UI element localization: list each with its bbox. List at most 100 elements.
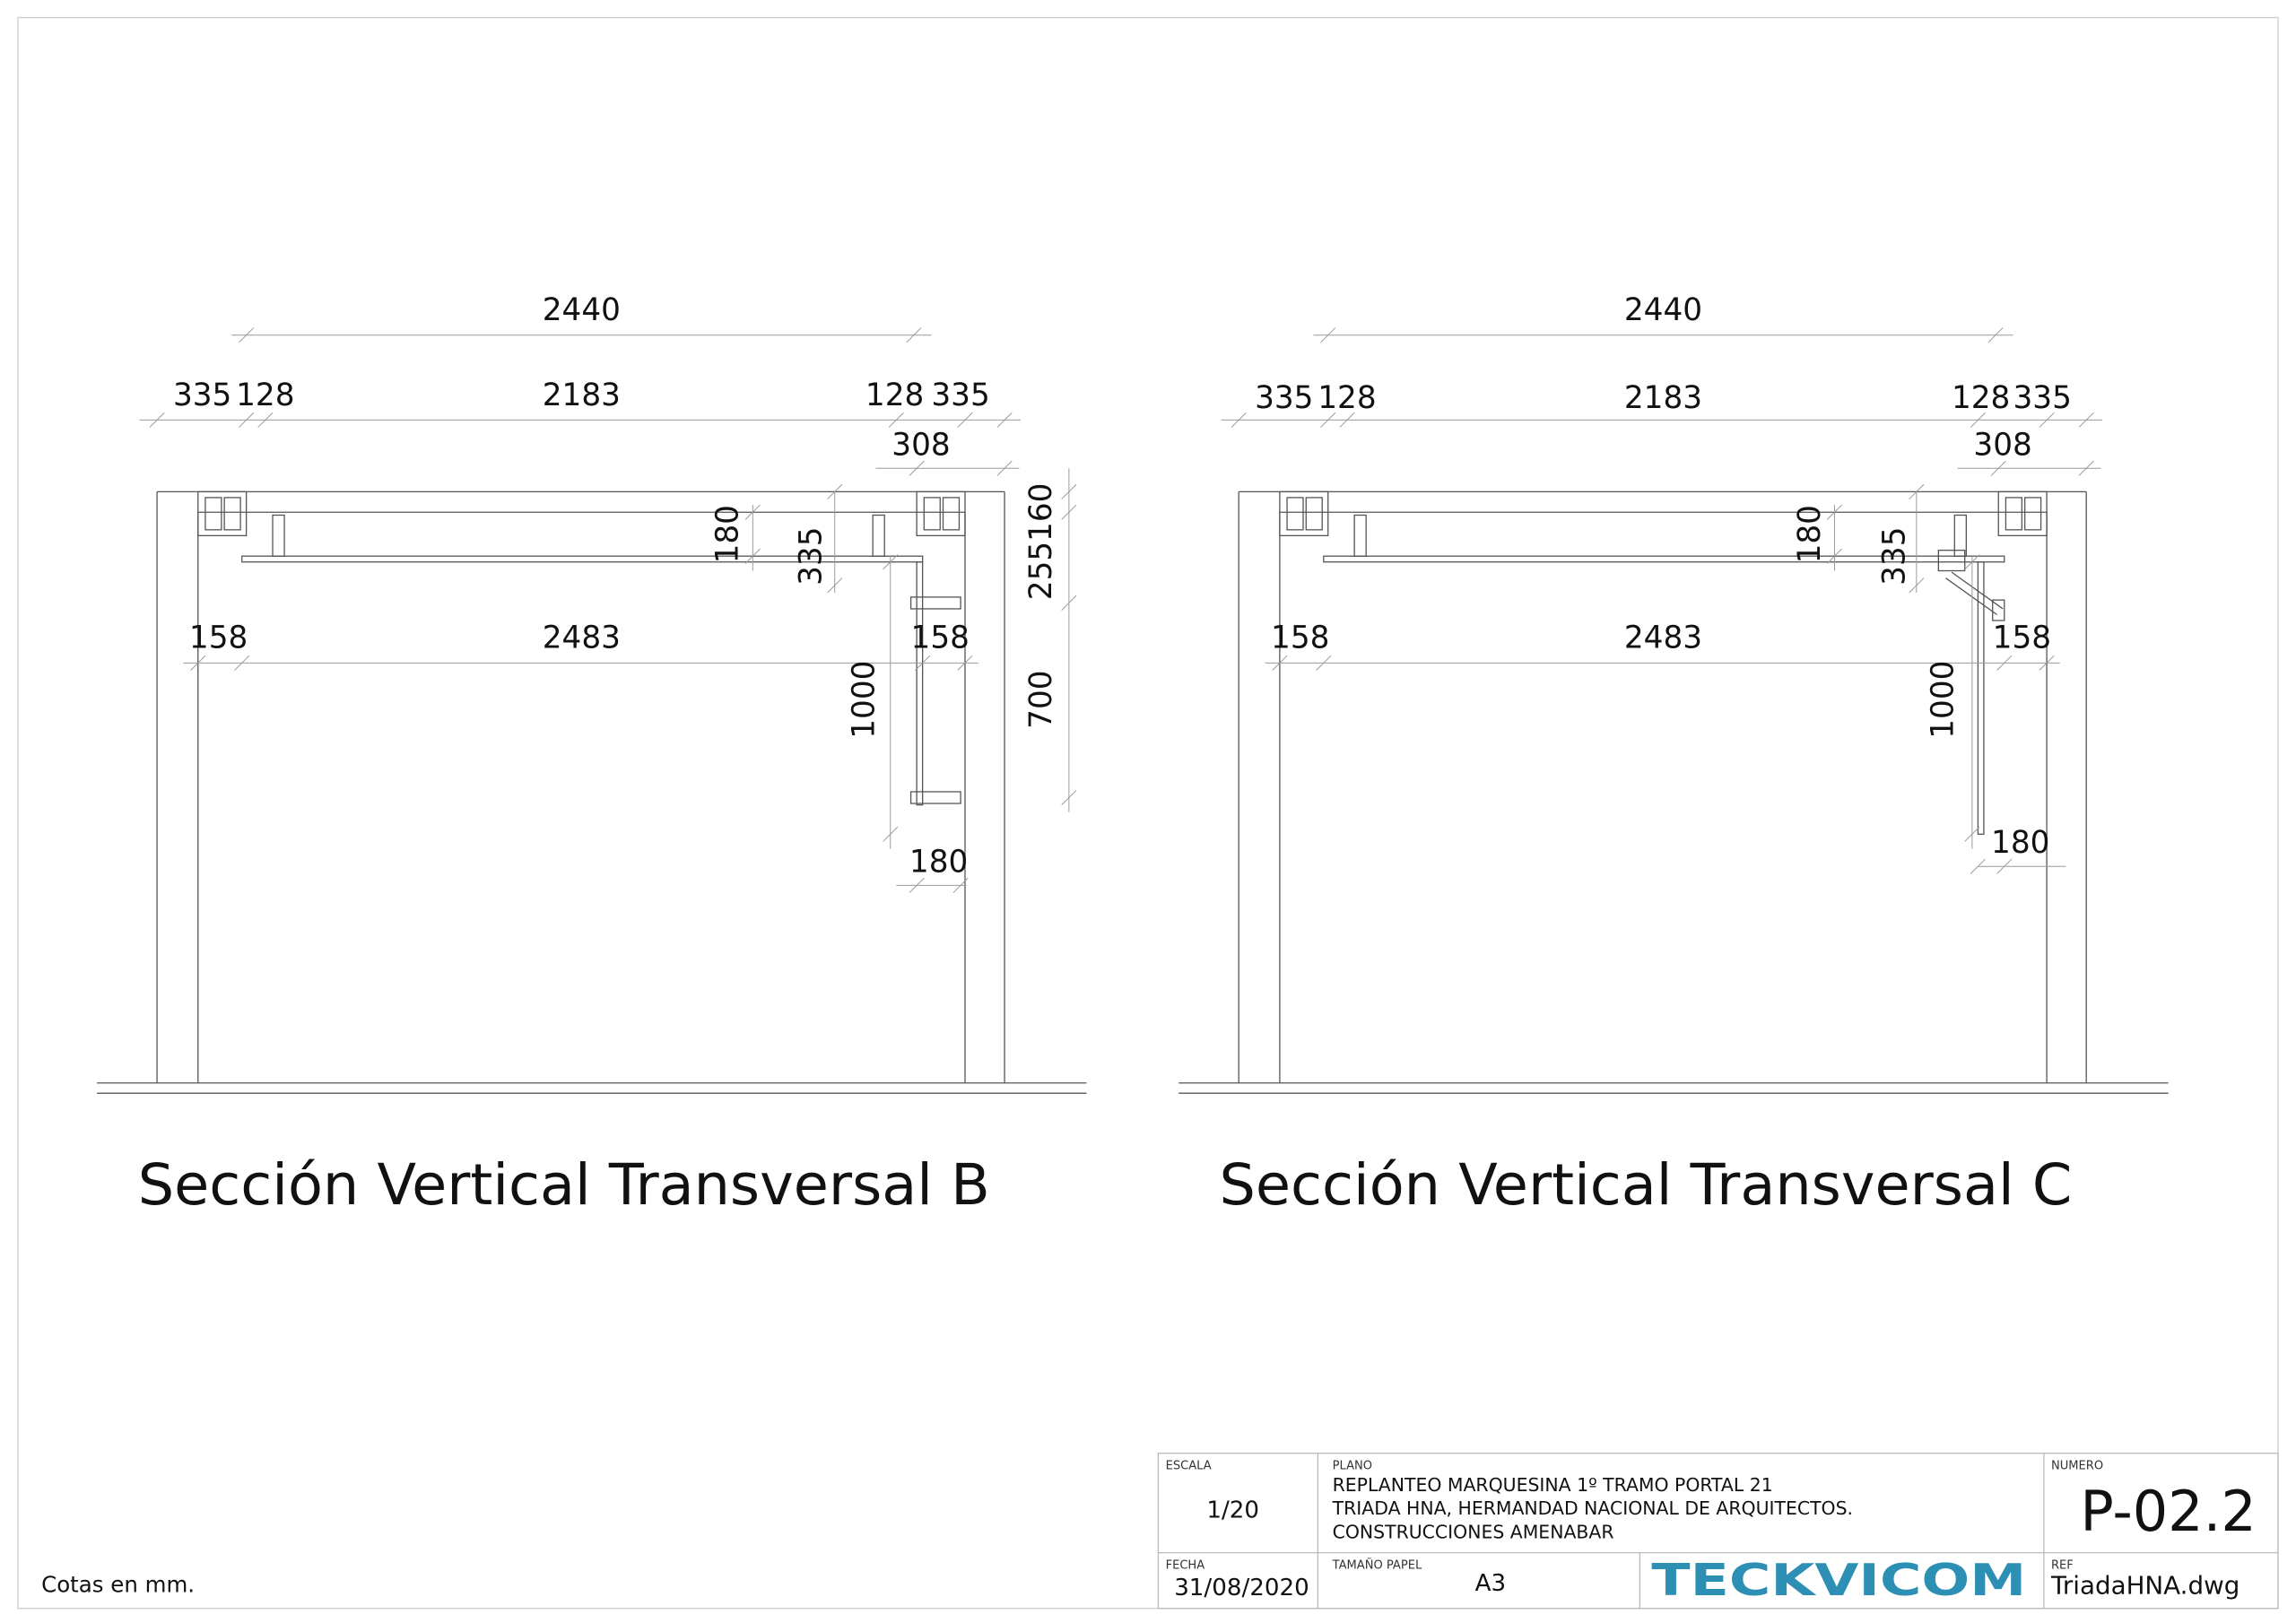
dim-tick — [2078, 460, 2094, 476]
profile — [1286, 497, 1304, 531]
dim-tick — [909, 460, 925, 476]
dim-tick — [1061, 789, 1077, 806]
ref-label: REF — [2051, 1559, 2074, 1573]
dimension-label: 128 — [1318, 380, 1376, 416]
dim-tick — [239, 412, 255, 428]
dim-tick — [1990, 460, 2006, 476]
glass-bar — [1323, 555, 2005, 563]
dim-tick — [1970, 858, 1986, 874]
plan-line: CONSTRUCCIONES AMENABAR — [1333, 1521, 1614, 1542]
dimension-label: 2440 — [543, 292, 621, 328]
paper-label: TAMAÑO PAPEL — [1332, 1558, 1422, 1573]
drawing-line — [1951, 571, 2004, 610]
dim-tick — [1987, 327, 2004, 343]
number: P-02.2 — [2080, 1479, 2256, 1544]
drawing-line — [1945, 577, 1997, 616]
fitting — [1353, 514, 1367, 557]
dimension-label: 335 — [794, 526, 830, 585]
dim-tick — [1964, 826, 1980, 842]
dim-tick — [1061, 504, 1077, 520]
dim-tick — [906, 327, 922, 343]
section-title: Sección Vertical Transversal C — [1220, 1152, 2073, 1219]
dimension-label: 1000 — [1925, 661, 1961, 739]
dimension-label: 2440 — [1624, 292, 1702, 328]
dim-tick — [996, 460, 1013, 476]
dim-tick — [744, 504, 761, 520]
dim-tick — [827, 577, 843, 594]
dim-tick — [1231, 412, 1247, 428]
plan-label: PLANO — [1333, 1460, 1372, 1473]
dim-tick — [1061, 483, 1077, 499]
profile — [923, 497, 941, 531]
fitting — [909, 596, 961, 610]
glass-bar — [916, 561, 924, 806]
dimension-label: 255 — [1023, 542, 1059, 600]
dimension-label: 2483 — [543, 621, 621, 656]
dimension-label: 128 — [236, 378, 294, 413]
profile — [1997, 490, 2048, 537]
plan-line: REPLANTEO MARQUESINA 1º TRAMO PORTAL 21 — [1333, 1474, 1773, 1496]
dimension-label: 308 — [1973, 427, 2031, 463]
profile — [2023, 497, 2042, 531]
dim-tick — [1826, 548, 1842, 564]
dim-tick — [1964, 554, 1980, 570]
note: Cotas en mm. — [41, 1572, 195, 1598]
dimension-label: 180 — [909, 844, 968, 880]
dimension-label: 128 — [865, 378, 924, 413]
dimension-label: 2183 — [1624, 380, 1702, 416]
profile — [916, 490, 966, 537]
dim-tick — [1996, 858, 2013, 874]
dimension-label: 2483 — [1624, 621, 1702, 656]
dimension-label: 158 — [189, 621, 248, 656]
dim-tick — [2039, 412, 2055, 428]
scale-label: ESCALA — [1166, 1460, 1212, 1473]
fitting — [1953, 514, 1967, 557]
dim-tick — [1909, 483, 1925, 499]
dim-tick — [2039, 655, 2055, 671]
dimension-label: 158 — [1271, 621, 1329, 656]
dim-tick — [952, 877, 969, 893]
plan-line: TRIADA HNA, HERMANDAD NACIONAL DE ARQUIT… — [1332, 1497, 1853, 1519]
profile — [942, 497, 961, 531]
dimension-label: 158 — [1993, 621, 2051, 656]
dim-tick — [1970, 412, 1986, 428]
dimension-label: 180 — [710, 505, 746, 563]
dimension-label: 335 — [173, 378, 231, 413]
fitting — [872, 514, 885, 557]
dim-tick — [909, 877, 925, 893]
dim-tick — [149, 412, 165, 428]
profile — [223, 497, 241, 531]
scale: 1/20 — [1206, 1497, 1259, 1523]
number-label: NUMERO — [2051, 1460, 2103, 1473]
profile — [1279, 490, 1329, 537]
date: 31/08/2020 — [1174, 1575, 1309, 1601]
dim-tick — [1316, 655, 1332, 671]
dimension-label: 335 — [931, 378, 989, 413]
paper: A3 — [1475, 1570, 1506, 1597]
dim-tick — [883, 554, 899, 570]
date-label: FECHA — [1166, 1559, 1205, 1573]
fitting — [1992, 599, 2005, 621]
dim-tick — [2078, 412, 2094, 428]
dim-tick — [827, 483, 843, 499]
glass-bar — [241, 555, 924, 563]
profile — [2005, 497, 2023, 531]
dimension-label: 180 — [1792, 505, 1828, 563]
dimension-label: 2183 — [543, 378, 621, 413]
dimension-label: 158 — [911, 621, 970, 656]
profile — [197, 490, 248, 537]
dimension-label: 335 — [2013, 380, 2072, 416]
dimension-label: 335 — [1877, 526, 1913, 585]
sheet-border — [17, 16, 2279, 1610]
dim-tick — [1826, 504, 1842, 520]
dim-tick — [1061, 595, 1077, 611]
company-logo: TECKVICOM — [1651, 1555, 2026, 1606]
dim-tick — [1272, 655, 1288, 671]
fitting — [272, 514, 285, 557]
ref: TriadaHNA.dwg — [2050, 1570, 2239, 1600]
dimension-label: 180 — [1991, 825, 2049, 861]
dim-tick — [996, 412, 1013, 428]
